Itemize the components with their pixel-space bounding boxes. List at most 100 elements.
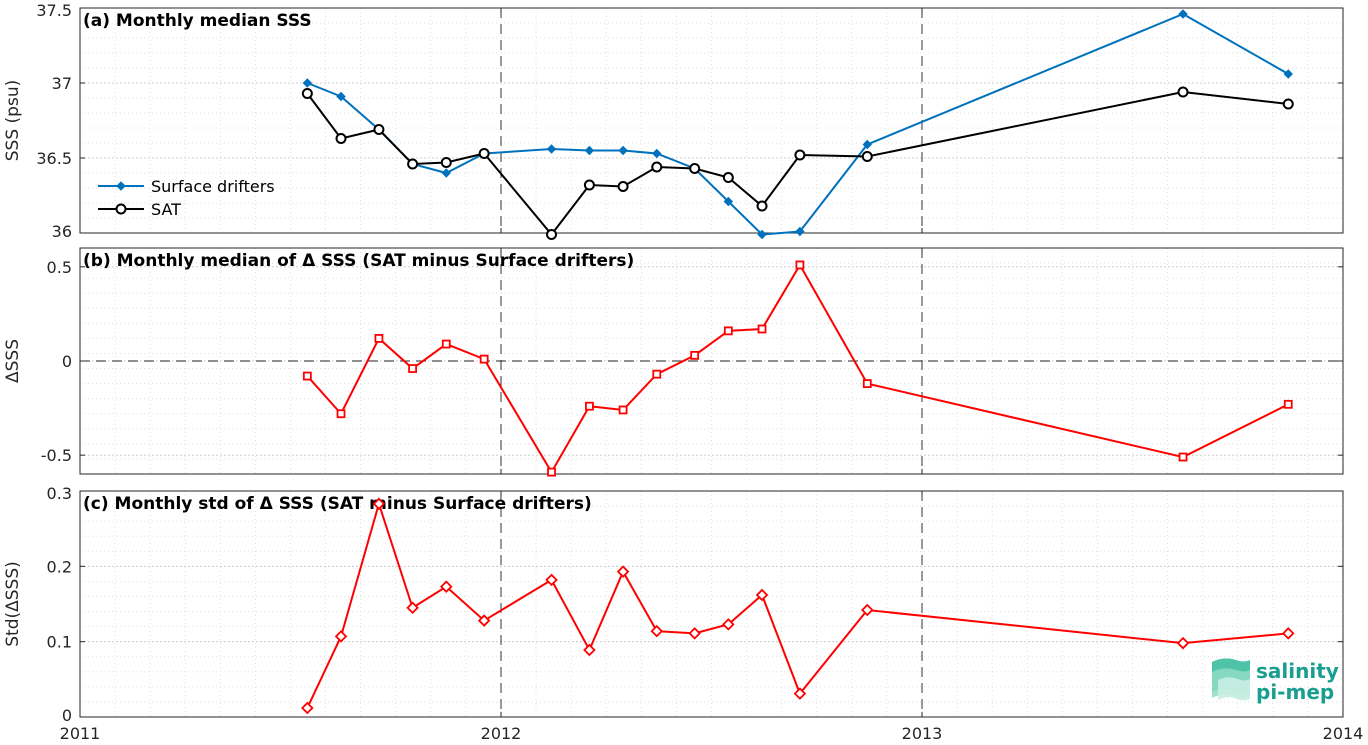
data-point bbox=[373, 124, 385, 135]
logo-line1: salinity bbox=[1256, 659, 1339, 683]
y-tick-label: 37 bbox=[52, 74, 72, 93]
grid bbox=[79, 7, 1344, 234]
y-tick-label: 0 bbox=[62, 352, 72, 371]
series-delta-2 bbox=[301, 497, 1295, 715]
grid bbox=[79, 248, 1344, 474]
legend: Surface drifters SAT bbox=[98, 177, 275, 219]
data-point bbox=[722, 618, 735, 631]
data-point bbox=[1283, 399, 1293, 409]
y-tick-label: 0.3 bbox=[47, 484, 72, 503]
data-point bbox=[440, 157, 452, 168]
data-point bbox=[372, 497, 386, 511]
legend-label: Surface drifters bbox=[151, 177, 275, 196]
data-point bbox=[334, 630, 348, 643]
data-point bbox=[477, 614, 491, 627]
data-point bbox=[408, 364, 417, 373]
y-tick-label: 0.2 bbox=[47, 557, 72, 576]
data-point bbox=[650, 624, 664, 638]
data-point bbox=[755, 588, 769, 602]
axes-box bbox=[79, 490, 1344, 718]
data-point bbox=[794, 149, 806, 161]
legend-marker bbox=[116, 181, 126, 191]
data-point bbox=[1282, 98, 1294, 110]
data-point bbox=[1178, 9, 1188, 19]
data-point bbox=[441, 339, 451, 349]
panel-b: -0.5 0 0.5 ΔSSS (b) Monthly median of Δ SSS … bbox=[3, 247, 1344, 477]
data-point bbox=[795, 260, 805, 270]
data-point bbox=[862, 139, 872, 150]
y-tick-label: 36 bbox=[52, 222, 72, 241]
data-point bbox=[407, 158, 419, 170]
data-point bbox=[584, 145, 595, 156]
data-point bbox=[374, 333, 384, 343]
data-point bbox=[688, 627, 701, 640]
data-point bbox=[583, 179, 595, 191]
data-point bbox=[757, 324, 767, 334]
data-point bbox=[723, 196, 734, 207]
data-point bbox=[860, 603, 874, 617]
data-point bbox=[585, 401, 594, 411]
data-point bbox=[690, 350, 700, 360]
data-point bbox=[757, 229, 767, 240]
data-point bbox=[546, 144, 557, 154]
x-tick-label: 2011 bbox=[60, 724, 101, 743]
series-line bbox=[306, 90, 1289, 237]
panel-title: (c) Monthly std of Δ SSS (SAT minus Surf… bbox=[83, 494, 592, 514]
series-delta-1 bbox=[302, 260, 1293, 477]
data-point bbox=[1177, 86, 1189, 98]
data-point bbox=[722, 172, 734, 183]
data-point bbox=[336, 91, 346, 102]
legend-label: SAT bbox=[151, 200, 181, 219]
data-point bbox=[478, 148, 490, 159]
data-point bbox=[545, 573, 558, 587]
data-point bbox=[583, 643, 596, 657]
data-point bbox=[723, 326, 733, 336]
panel-title: (a) Monthly median SSS bbox=[83, 11, 312, 31]
data-point bbox=[441, 168, 451, 178]
data-point bbox=[336, 409, 346, 419]
x-tick-label: 2014 bbox=[1323, 724, 1364, 743]
data-point bbox=[618, 405, 628, 415]
data-point bbox=[652, 369, 662, 379]
data-point bbox=[302, 78, 313, 88]
y-tick-label: 37.5 bbox=[36, 1, 72, 20]
data-point bbox=[793, 687, 807, 700]
y-axis-label: Std(ΔSSS) bbox=[3, 561, 23, 647]
data-point bbox=[406, 601, 419, 615]
data-point bbox=[652, 148, 662, 159]
data-point bbox=[756, 200, 768, 212]
logo-wave-icon bbox=[1212, 658, 1250, 701]
y-tick-label: 0.1 bbox=[47, 633, 72, 652]
data-point bbox=[302, 371, 312, 381]
data-point bbox=[335, 133, 347, 144]
data-point bbox=[617, 181, 629, 192]
data-point bbox=[546, 229, 558, 240]
legend-marker bbox=[115, 203, 127, 215]
data-point bbox=[479, 354, 489, 364]
data-point bbox=[861, 151, 873, 162]
data-point bbox=[1176, 636, 1190, 650]
y-axis-label: SSS (psu) bbox=[3, 80, 23, 161]
data-point bbox=[547, 467, 556, 477]
y-tick-label: 0.5 bbox=[47, 258, 72, 277]
y-axis-label: ΔSSS bbox=[3, 339, 23, 383]
data-point bbox=[301, 701, 314, 715]
data-point bbox=[1178, 452, 1188, 462]
y-tick-label: -0.5 bbox=[41, 446, 72, 465]
series-surface-drifters bbox=[302, 9, 1293, 240]
x-tick-label: 2012 bbox=[481, 724, 522, 743]
data-point bbox=[689, 163, 701, 174]
panel-c: 0 0.1 0.2 0.3 2011 2012 2013 2014 Std(ΔSSS) (c) M… bbox=[3, 484, 1363, 743]
series-line bbox=[306, 262, 1289, 475]
salinity-pi-mep-logo: salinity pi-mep bbox=[1212, 658, 1339, 704]
panel-title: (b) Monthly median of Δ SSS (SAT minus S… bbox=[83, 251, 634, 271]
axes-box bbox=[79, 7, 1344, 234]
data-point bbox=[651, 161, 663, 173]
y-tick-label: 0 bbox=[62, 706, 72, 725]
y-tick-label: 36.5 bbox=[36, 149, 72, 168]
logo-line2: pi-mep bbox=[1256, 680, 1334, 704]
panel-a: 36 36.5 37 37.5 SSS (psu) (a) Monthly median … bbox=[3, 1, 1344, 241]
data-point bbox=[301, 88, 313, 99]
data-point bbox=[862, 379, 872, 389]
